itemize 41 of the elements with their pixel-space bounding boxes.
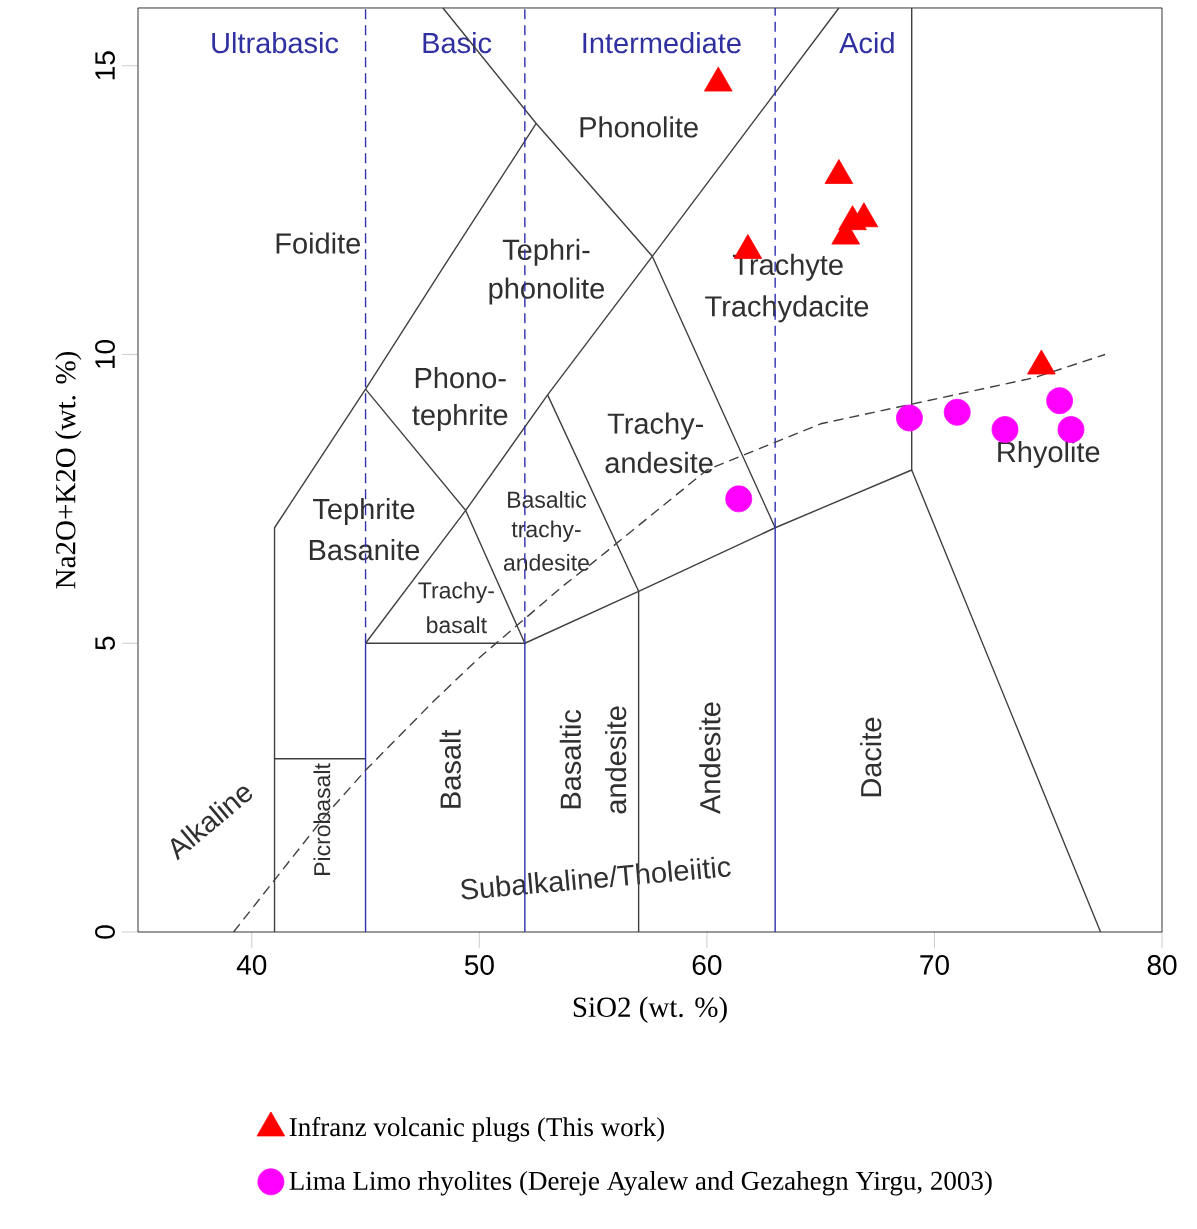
annotation: Ultrabasic <box>212 31 339 54</box>
annotation: trachy- <box>511 520 581 542</box>
annotation: andesite <box>605 706 627 814</box>
y-tick-label: 10 <box>95 340 115 368</box>
annotation: Phonolite <box>580 116 698 138</box>
annotation: Tephri- <box>502 238 590 266</box>
annotation: Dacite <box>860 717 882 797</box>
x-tick-label: 70 <box>920 955 949 975</box>
legend-label: Lima Limo rhyolites (Dereje Ayalew and Gezahegn Yirgu, 2003) <box>289 1170 992 1196</box>
annotation: Trachy- <box>418 581 494 604</box>
annotation: Basanite <box>309 539 420 561</box>
annotation: Trachy- <box>607 412 704 440</box>
annotation: Foidite <box>276 232 360 254</box>
x-axis-title: SiO2 (wt. %) <box>573 996 727 1023</box>
y-axis-title: Na2O+K2O (wt. %) <box>55 351 82 589</box>
x-tick-label: 50 <box>464 955 494 975</box>
annotation: Basaltic <box>559 709 582 809</box>
x-tick-label: 80 <box>1147 955 1177 975</box>
annotation: Andesite <box>699 702 721 814</box>
annotation: Phono- <box>415 366 506 389</box>
annotation: Trachydacite <box>705 295 869 323</box>
y-tick-label: 5 <box>95 636 115 650</box>
annotation: basalt <box>427 616 487 634</box>
annotation: Picrobasalt <box>313 763 331 875</box>
annotation: Trachyte <box>732 253 843 281</box>
annotation: andesite <box>605 451 713 474</box>
annotation: andesite <box>503 553 589 571</box>
x-tick-label: 60 <box>692 955 722 975</box>
annotation: Basaltic <box>508 491 587 508</box>
annotation: Acid <box>839 31 894 54</box>
annotation: tephrite <box>412 403 508 431</box>
annotation: Basalt <box>439 729 461 808</box>
annotation: phonolite <box>489 277 605 305</box>
annotation: Rhyolite <box>998 440 1100 468</box>
y-tick-label: 0 <box>95 925 115 939</box>
legend-label: Infranz volcanic plugs (This work) <box>289 1116 664 1142</box>
annotation: Tephrite <box>313 498 415 526</box>
x-tick-label: 40 <box>236 955 267 975</box>
annotation: Intermediate <box>583 31 741 54</box>
y-tick-label: 15 <box>95 51 115 80</box>
annotation: Subalkaline/Tholeiitic <box>461 856 731 900</box>
